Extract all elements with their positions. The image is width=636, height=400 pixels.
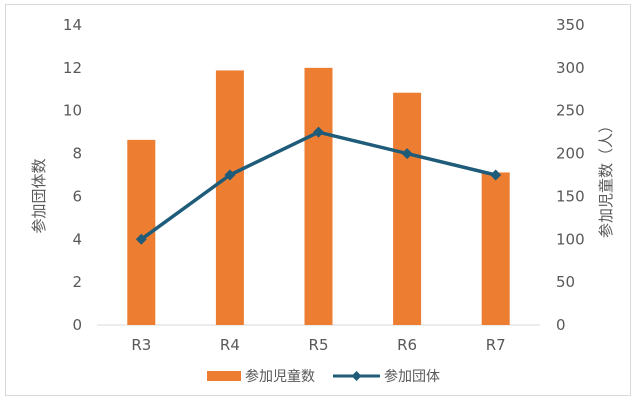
line-point-R7 [490, 169, 502, 181]
right-tick-label: 100 [556, 230, 585, 248]
legend-marker-diamond [351, 371, 362, 381]
left-tick-label: 0 [72, 316, 82, 334]
bar-R7 [481, 172, 510, 325]
left-tick-label: 2 [72, 273, 82, 291]
x-tick-label: R6 [397, 336, 417, 354]
line-point-R6 [401, 148, 413, 160]
bar-series [127, 67, 510, 325]
left-tick-label: 8 [72, 145, 82, 163]
right-tick-label: 50 [556, 273, 575, 291]
legend-label-bar: 参加児童数 [245, 368, 315, 385]
right-tick-label: 0 [556, 316, 566, 334]
bar-R5 [304, 67, 333, 325]
x-tick-label: R4 [220, 336, 240, 354]
bar-R4 [215, 70, 244, 325]
x-tick-label: R3 [131, 336, 151, 354]
left-tick-label: 14 [63, 16, 82, 34]
legend: 参加児童数 参加団体 [207, 368, 440, 385]
line-point-R3 [135, 233, 147, 245]
left-tick-label: 10 [63, 102, 82, 120]
right-tick-label: 300 [556, 59, 585, 77]
line-series [135, 126, 502, 245]
x-axis-ticks: R3 R4 R5 R6 R7 [131, 336, 505, 354]
left-tick-label: 12 [63, 59, 82, 77]
bar-R6 [393, 92, 422, 325]
right-tick-label: 150 [556, 187, 585, 205]
x-tick-label: R7 [486, 336, 506, 354]
line-point-R5 [313, 126, 324, 138]
legend-label-line: 参加団体 [384, 368, 440, 385]
right-tick-label: 350 [556, 16, 585, 34]
right-axis-label: 参加児童数（人） [597, 118, 615, 238]
legend-swatch-bar [207, 371, 241, 381]
x-tick-label: R5 [309, 336, 329, 354]
line-point-R4 [224, 169, 236, 181]
left-tick-label: 6 [72, 187, 82, 205]
right-tick-label: 200 [556, 145, 585, 163]
right-tick-label: 250 [556, 102, 585, 120]
left-axis-ticks: 0 2 4 6 8 10 12 14 [63, 16, 82, 334]
right-axis-ticks: 0 50 100 150 200 250 300 350 [556, 16, 585, 334]
left-axis-label: 参加団体数 [30, 158, 48, 233]
left-tick-label: 4 [72, 230, 82, 248]
